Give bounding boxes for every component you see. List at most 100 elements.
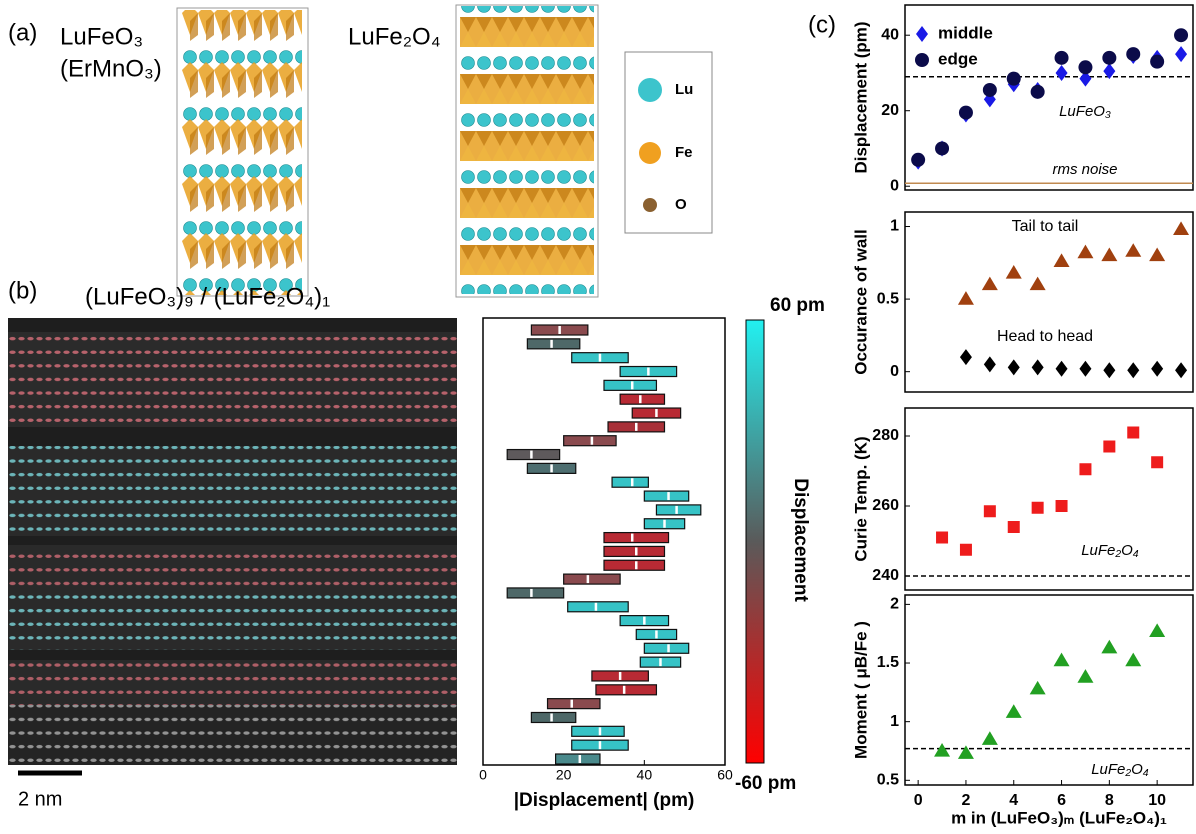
y-axis-label: Displacement (pm) (851, 21, 870, 173)
y-tick-label: 1 (890, 713, 899, 730)
point (1055, 64, 1068, 81)
x-tick-label: 6 (1057, 792, 1066, 809)
point (1175, 46, 1188, 63)
point (1053, 253, 1070, 267)
y-tick-label: 1 (890, 218, 899, 235)
atom-fe (639, 142, 661, 164)
legend-label: edge (938, 49, 978, 68)
annotation: LuFe₂O₄ (1091, 761, 1149, 778)
colorbar-top: 60 pm (770, 295, 825, 316)
legend-label: middle (938, 23, 993, 42)
point (1151, 456, 1164, 469)
point (1054, 50, 1069, 65)
plot-frame (482, 317, 726, 766)
x-axis-label: m in (LuFeO₃)ₘ (LuFe₂O₄)₁ (951, 808, 1167, 827)
point (1103, 440, 1116, 453)
y-tick-label: 1.5 (877, 654, 899, 671)
series-label: Tail to tail (1012, 218, 1079, 235)
annotation: rms noise (1052, 161, 1117, 178)
range-box (603, 531, 670, 544)
x-tick-label: 2 (961, 792, 970, 809)
series-label: Head to head (997, 328, 1093, 345)
panel-label: (a) (8, 19, 37, 46)
point (1151, 360, 1164, 377)
y-axis-label: Moment ( μB/Fe ) (851, 621, 870, 759)
point (1053, 652, 1070, 667)
range-box (554, 753, 601, 765)
range-box (546, 698, 601, 710)
point (1031, 359, 1044, 376)
panel-label: (c) (808, 11, 836, 38)
range-box (506, 448, 561, 461)
x-tick-label: 20 (556, 767, 572, 783)
stem-layer (8, 705, 457, 765)
range-box (571, 725, 625, 737)
x-tick-label: 0 (914, 792, 923, 809)
point (1174, 28, 1189, 43)
point (1006, 71, 1021, 86)
point (1150, 54, 1165, 69)
y-tick-label: 260 (872, 497, 899, 514)
structure-label: (ErMnO₃) (60, 55, 162, 82)
point (1125, 243, 1142, 257)
y-tick-label: 0.5 (877, 772, 899, 789)
range-box (611, 476, 649, 488)
point (1101, 639, 1118, 654)
y-tick-label: 280 (872, 427, 899, 444)
point (1055, 360, 1068, 377)
plot-frame (904, 211, 1194, 393)
atom-lu (638, 78, 662, 102)
image-title: (LuFeO₃)₉ / (LuFe₂O₄)₁ (85, 283, 330, 310)
range-box (567, 601, 629, 613)
point (1029, 680, 1046, 695)
point (1005, 704, 1022, 718)
colorbar (745, 319, 765, 764)
point (981, 731, 998, 745)
point (1103, 362, 1116, 379)
point (1149, 247, 1166, 262)
atom-label: Lu (675, 81, 693, 98)
point (935, 141, 950, 156)
point (983, 356, 996, 373)
y-axis-label: Curie Temp. (K) (851, 436, 870, 561)
range-box (603, 559, 666, 571)
point (957, 291, 974, 305)
range-box (563, 435, 617, 447)
stem-layer (8, 545, 457, 595)
range-box (506, 587, 565, 599)
point (959, 543, 972, 556)
point (1102, 50, 1117, 65)
point (1005, 264, 1022, 279)
atom-legend (624, 51, 713, 234)
plot-frame (904, 407, 1194, 591)
scale-label: 2 nm (18, 788, 62, 810)
point (981, 276, 998, 291)
point (958, 105, 973, 120)
point (1007, 359, 1020, 376)
point (1029, 276, 1046, 291)
y-tick-label: 40 (881, 26, 899, 43)
x-tick-label: 10 (1148, 792, 1166, 809)
point (1077, 669, 1094, 683)
structure-lufeo3 (182, 10, 302, 295)
range-box (530, 711, 577, 724)
colorbar-bottom: -60 pm (735, 773, 796, 794)
stem-layer (8, 446, 457, 536)
point (1101, 247, 1118, 262)
structure-label: LuFeO₃ (60, 23, 143, 50)
range-box (643, 642, 690, 654)
y-axis-label: Occurance of wall (851, 229, 870, 375)
legend-marker (916, 26, 928, 42)
atom-label: Fe (675, 144, 693, 161)
stem-layer (8, 660, 457, 705)
stem-layer (8, 332, 457, 427)
x-tick-label: 60 (717, 767, 733, 783)
y-tick-label: 20 (881, 102, 899, 119)
atom-o (643, 198, 657, 212)
point (934, 742, 951, 757)
point (1173, 221, 1190, 236)
y-tick-label: 0 (890, 177, 899, 194)
range-box (563, 573, 621, 585)
point (1149, 623, 1166, 637)
plot-frame (904, 4, 1194, 191)
